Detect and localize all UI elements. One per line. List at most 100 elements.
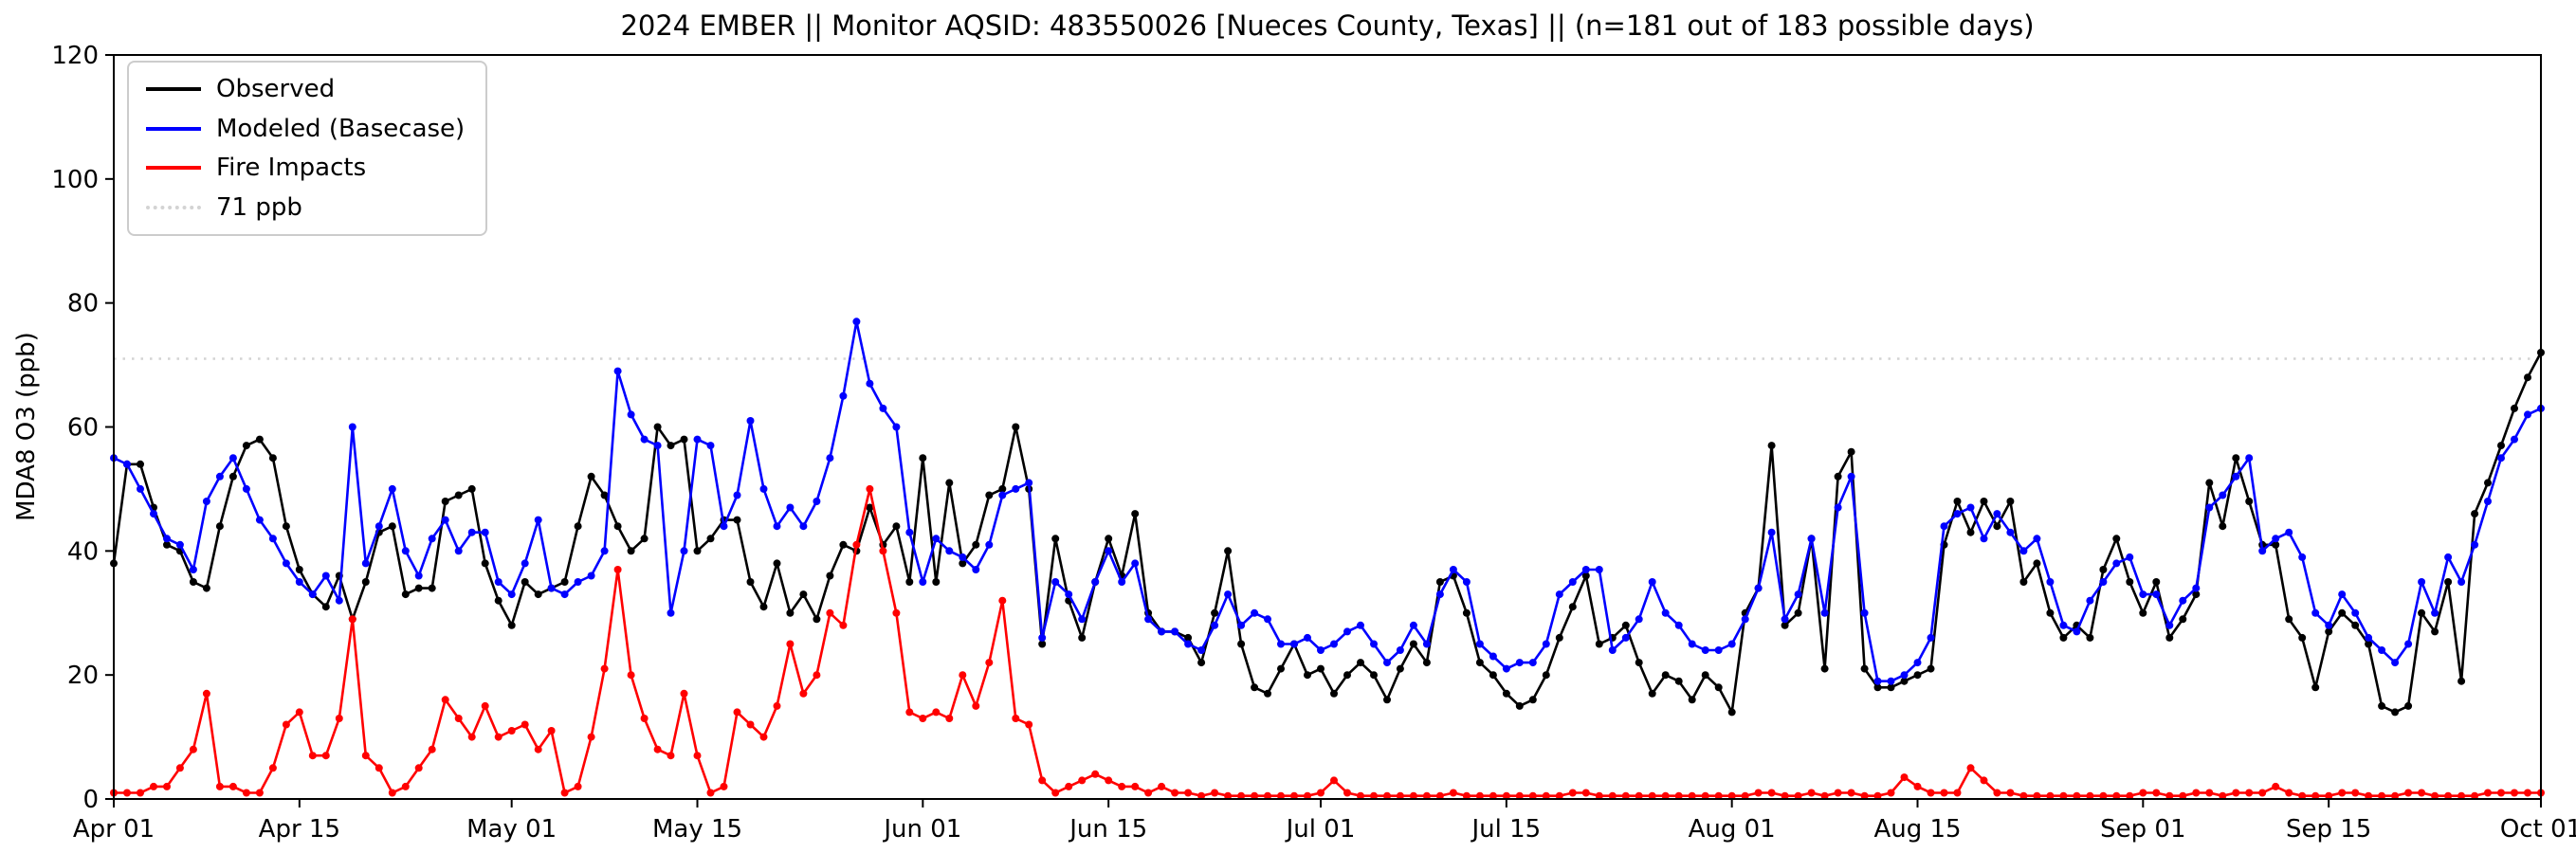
data-point [1158,782,1166,790]
data-point [1357,621,1364,629]
data-point [1727,708,1736,717]
data-point [1118,782,1126,790]
data-point [1674,791,1683,800]
data-point [2205,789,2214,797]
data-point [574,782,582,790]
data-point [1741,791,1749,800]
data-point [2338,590,2347,599]
data-point [786,503,795,512]
data-point [1701,646,1709,654]
data-point [1197,791,1206,800]
data-point [335,715,343,722]
data-point [2046,791,2055,800]
data-point [959,671,967,680]
data-point [1913,782,1922,790]
data-point [2444,578,2453,586]
data-point [1847,447,1855,456]
data-point [1781,791,1789,800]
data-point [1807,789,1816,797]
data-point [1065,782,1073,790]
data-point [123,460,131,468]
data-point [1993,522,2001,531]
data-point [2497,454,2505,463]
data-point [242,484,250,493]
series-line-1 [112,319,2543,683]
data-point [1144,789,1153,797]
chart-title: 2024 EMBER || Monitor AQSID: 483550026 [… [620,9,2035,42]
data-point [1953,510,1962,518]
data-point [1555,791,1563,800]
data-point [2351,789,2360,797]
data-point [1807,535,1816,543]
data-point [759,603,768,611]
threshold-line-swatch [146,206,201,210]
data-point [428,745,436,753]
data-point [1502,664,1510,673]
data-point [2391,659,2400,667]
data-point [1277,640,1285,648]
data-point [2205,503,2214,512]
data-point [547,727,556,735]
data-point [1900,671,1909,680]
data-point [494,596,502,605]
data-point [1383,696,1391,704]
y-tick-label: 40 [67,537,99,566]
data-point [627,671,635,680]
data-point [2285,789,2293,797]
data-point [1966,764,1975,772]
data-point [1727,791,1736,800]
data-point [1171,789,1179,797]
data-point [985,491,994,499]
data-point [1767,442,1776,450]
data-point [2404,701,2413,710]
data-point [1966,528,1975,536]
data-point [1012,715,1020,722]
data-point [295,708,303,717]
data-point [653,442,662,450]
data-point [1674,621,1683,629]
data-point [534,745,542,753]
data-point [507,590,516,599]
data-point [268,535,277,543]
data-point [1131,559,1140,568]
data-point [2258,789,2267,797]
data-point [1038,776,1047,785]
data-point [255,516,264,524]
x-tick-label: Jun 01 [882,815,961,844]
data-point [1224,791,1233,800]
data-point [2073,791,2081,800]
data-point [507,621,516,629]
data-point [428,535,436,543]
data-point [1409,791,1417,800]
data-point [2298,633,2307,642]
data-point [2298,553,2307,561]
data-point [693,435,702,444]
data-point [2179,615,2187,624]
data-point [2325,791,2333,800]
data-point [1515,659,1524,667]
data-point [1317,789,1325,797]
x-tick-label: Sep 15 [2286,815,2371,844]
data-point [892,608,901,617]
data-point [1674,677,1683,685]
data-point [627,410,635,419]
data-point [1635,615,1643,624]
data-point [2444,553,2453,561]
data-point [1834,789,1842,797]
data-point [1993,510,2001,518]
data-point [2019,791,2028,800]
data-point [1449,789,1457,797]
data-point [1357,659,1364,667]
data-point [786,640,795,648]
data-point [202,584,210,592]
data-point [228,472,237,481]
data-point [2019,578,2028,586]
data-point [1330,776,1338,785]
data-point [866,484,874,493]
data-point [2418,578,2426,586]
data-point [2112,535,2121,543]
data-point [600,491,609,499]
data-point [1038,633,1047,642]
data-point [2471,510,2479,518]
